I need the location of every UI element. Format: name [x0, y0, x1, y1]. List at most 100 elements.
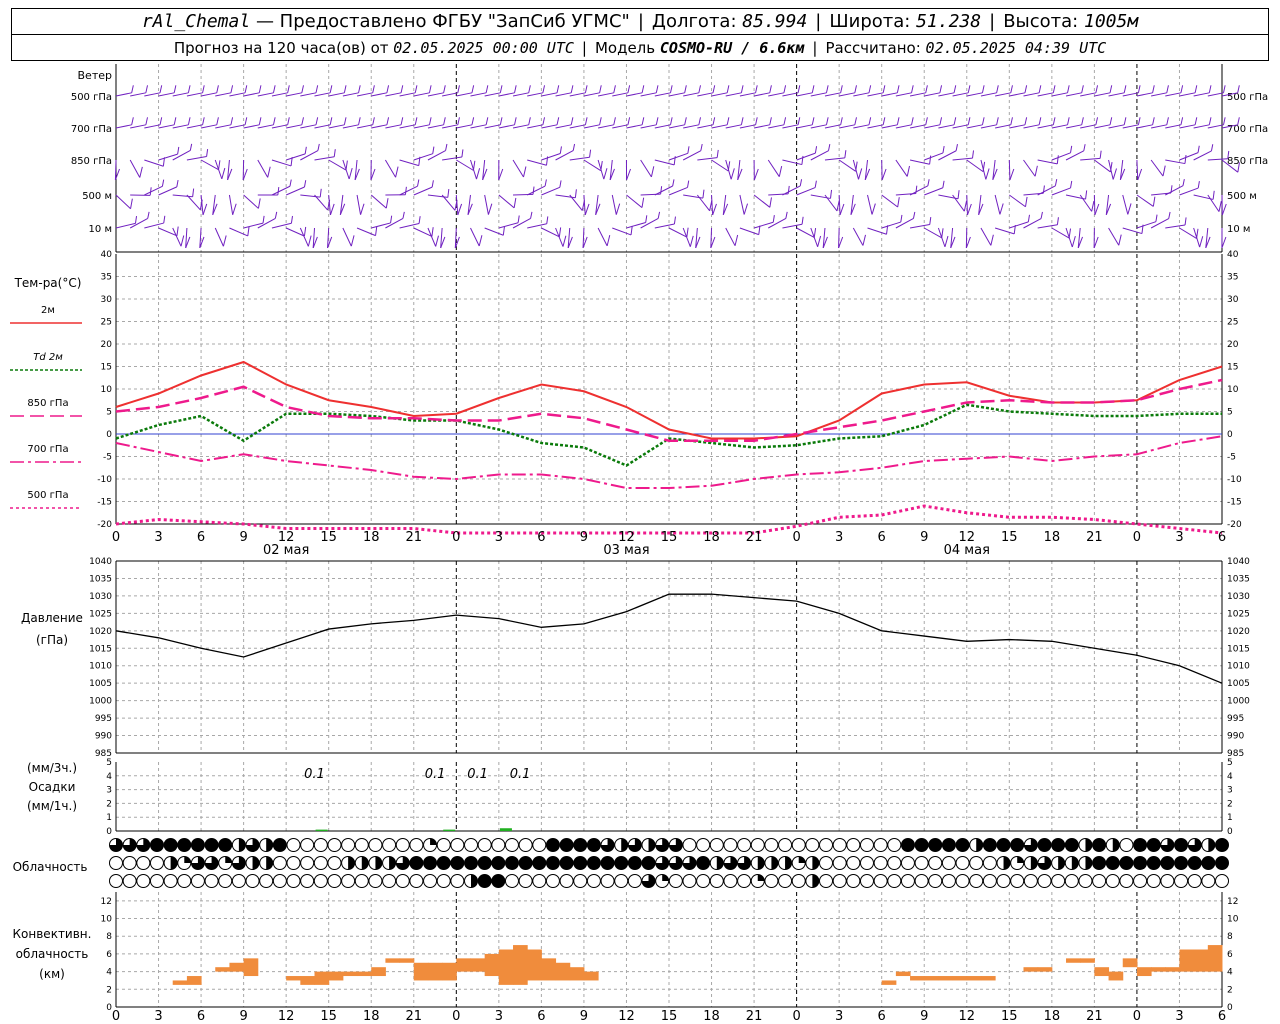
precip-ytick: 0 — [106, 827, 112, 837]
wind-barb-feather — [698, 85, 701, 93]
wind-barb-shaft — [1023, 124, 1040, 129]
wind-barb-feather — [595, 203, 601, 216]
conv-cloud-bar — [1066, 958, 1081, 963]
cloud-title: Облачность — [13, 860, 88, 874]
wind-barb-feather — [307, 235, 312, 247]
wind-barb-shaft — [1119, 159, 1124, 180]
pressure-ytick: 1005 — [89, 679, 112, 689]
conv-cloud-bar — [1108, 971, 1124, 981]
cloud-fill — [696, 856, 710, 870]
wind-barb-feather — [345, 160, 348, 171]
temp-legend-label: 2м — [41, 305, 55, 316]
wind-barb-feather — [350, 235, 355, 247]
wind-barb-shaft — [555, 92, 572, 97]
wind-barb-shaft — [697, 92, 714, 97]
wind-barb-feather — [896, 117, 900, 125]
wind-barb-shaft — [583, 92, 600, 97]
wind-barb-shaft — [370, 194, 387, 209]
wind-barb-feather — [813, 227, 817, 238]
wind-barb-feather — [836, 200, 840, 212]
pressure-ytick-right: 990 — [1227, 732, 1244, 742]
wind-barb-feather — [641, 85, 645, 93]
cloud-fill — [628, 838, 642, 852]
cloud-fill — [348, 856, 355, 870]
cloud-fill — [1024, 838, 1038, 852]
wind-barb-shaft — [115, 92, 132, 97]
wind-barb-shaft — [838, 159, 856, 172]
wind-barb-feather — [244, 117, 248, 125]
conv-cloud-bar — [1193, 949, 1209, 972]
cloud-fill — [1071, 856, 1079, 870]
wind-barb-feather — [1205, 236, 1211, 249]
cloud-symbol — [109, 874, 123, 888]
wind-level-label-right: 500 м — [1227, 191, 1257, 202]
wind-barb-shaft — [144, 92, 161, 97]
wind-barb-feather — [655, 117, 659, 125]
wind-barb-shaft — [399, 124, 416, 129]
wind-barb-feather — [712, 203, 717, 216]
temp-xtick: 3 — [495, 530, 503, 545]
wind-barb-shaft — [1150, 159, 1164, 177]
wind-barb-feather — [825, 117, 829, 125]
wind-barb-shaft — [881, 92, 898, 97]
cloud-symbol — [382, 874, 397, 888]
wind-barb-feather — [1208, 85, 1212, 93]
wind-barb-shaft — [456, 159, 474, 171]
wind-barb-shaft — [782, 92, 799, 97]
wind-barb-feather — [672, 179, 675, 187]
wind-barb-feather — [929, 216, 932, 225]
temp-xtick: 21 — [1086, 530, 1103, 545]
wind-barb-shaft — [640, 124, 657, 129]
cloud-fill — [1188, 838, 1202, 852]
wind-barb-feather — [395, 166, 399, 178]
cloud-fill — [205, 856, 219, 870]
wind-barb-shaft — [342, 124, 359, 129]
wind-barb-shaft — [1122, 194, 1129, 215]
cloud-fill — [1037, 838, 1051, 852]
wind-barb-shaft — [711, 194, 714, 215]
wind-barb-feather — [457, 117, 460, 125]
wind-barb-feather — [319, 188, 322, 198]
pressure-title: Давление — [21, 611, 83, 625]
wind-barb-shaft — [725, 159, 732, 180]
wind-barb-feather — [599, 117, 602, 125]
wind-barb-shaft — [215, 92, 232, 97]
conv-xtick: 0 — [792, 1009, 800, 1024]
conv-xtick: 15 — [1001, 1009, 1018, 1024]
conv-cloud-bar — [1136, 967, 1152, 977]
temp-xtick: 12 — [278, 530, 295, 545]
cloud-fill — [1003, 856, 1011, 870]
conv-xtick: 6 — [878, 1009, 886, 1024]
wind-barb-shaft — [555, 227, 564, 247]
wind-barb-shaft — [199, 227, 202, 248]
wind-barb-shaft — [314, 194, 329, 211]
wind-barb-feather — [999, 203, 1004, 215]
conv-ytick-right: 6 — [1227, 950, 1233, 960]
wind-barb-feather — [743, 203, 749, 215]
wind-barb-shaft — [271, 222, 292, 229]
cloud-fill — [437, 856, 451, 870]
wind-barb-feather — [828, 143, 831, 151]
wind-barb-shaft — [753, 92, 770, 97]
wind-barb-shaft — [711, 92, 728, 97]
conv-cloud-bar — [541, 958, 557, 981]
conv-xtick: 0 — [452, 1009, 460, 1024]
wind-barb-shaft — [626, 222, 646, 229]
conv-title-line1: Конвективн. — [13, 927, 92, 941]
temp-xtick: 15 — [320, 530, 337, 545]
cloud-symbol — [819, 838, 834, 852]
wind-barb-shaft — [498, 222, 519, 229]
cloud-symbol — [819, 856, 834, 870]
wind-barb-feather — [114, 168, 120, 181]
conv-xtick: 12 — [278, 1009, 295, 1024]
wind-barb-feather — [687, 180, 690, 188]
wind-barb-shaft — [909, 185, 929, 196]
cloud-symbol — [245, 874, 260, 888]
cloud-symbol — [545, 874, 560, 888]
wind-barb-shaft — [1023, 218, 1042, 229]
cloud-fill — [491, 856, 505, 870]
wind-barb-shaft — [1221, 159, 1239, 173]
cloud-fill — [812, 856, 819, 870]
conv-cloud-bar — [470, 958, 486, 972]
cloud-fill — [170, 856, 178, 870]
